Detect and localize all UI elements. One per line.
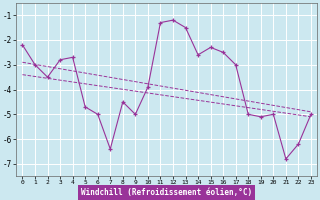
- X-axis label: Windchill (Refroidissement éolien,°C): Windchill (Refroidissement éolien,°C): [81, 188, 252, 197]
